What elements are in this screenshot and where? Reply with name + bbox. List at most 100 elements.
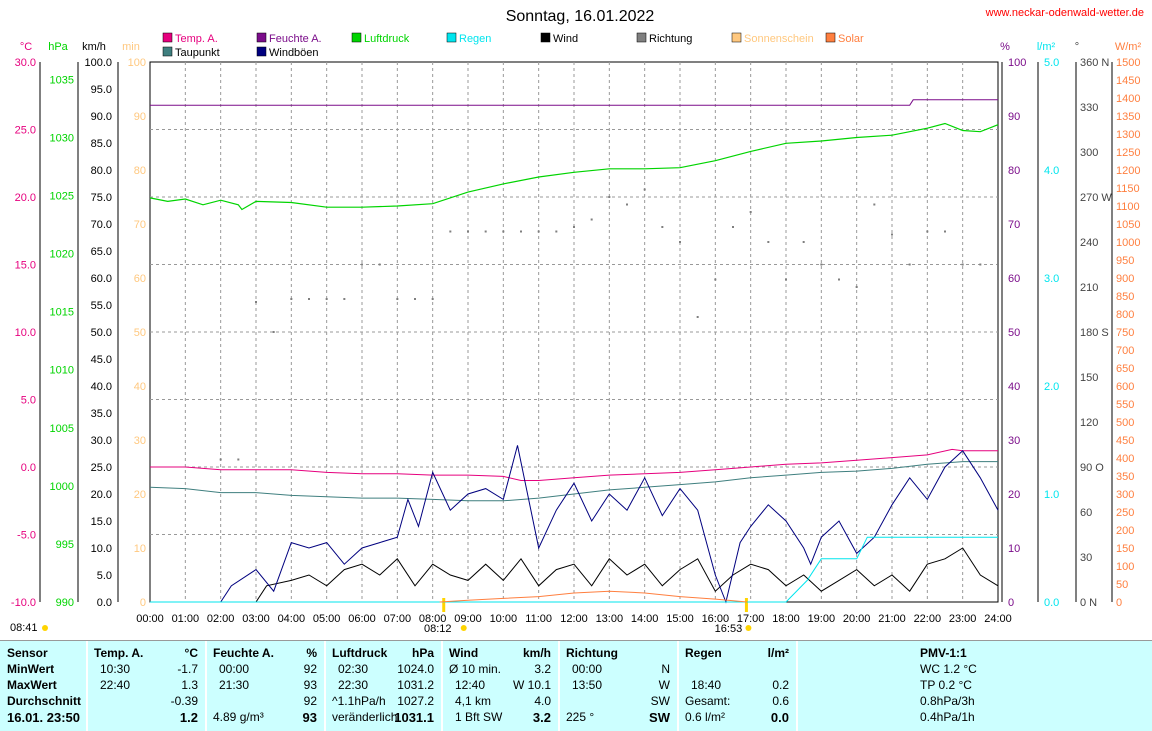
humidity-unit-label: % bbox=[1000, 41, 1010, 53]
legend-swatch bbox=[351, 32, 362, 43]
legend-swatch bbox=[256, 32, 267, 43]
time-tick-label: 06:00 bbox=[348, 613, 376, 625]
series-line-temp-a bbox=[150, 448, 998, 481]
direction-point bbox=[873, 203, 876, 206]
direction-point bbox=[272, 331, 275, 333]
stats-pmv-windchill: WC 1.2 °C bbox=[920, 662, 977, 676]
humidity-tick-label: 10 bbox=[1008, 543, 1020, 555]
stats-hum-current: 93 bbox=[302, 710, 317, 725]
time-tick-label: 14:00 bbox=[631, 613, 659, 625]
direction-tick-label: 120 bbox=[1080, 417, 1098, 429]
stats-header-pressure: Luftdruck bbox=[332, 646, 388, 660]
solar-tick-label: 1150 bbox=[1116, 183, 1140, 195]
direction-tick-label: 270 W bbox=[1080, 192, 1112, 204]
time-tick-label: 15:00 bbox=[666, 613, 694, 625]
wind-tick-label: 60.0 bbox=[91, 273, 112, 285]
wind-tick-label: 15.0 bbox=[91, 516, 112, 528]
stats-header-temp: Temp. A. bbox=[94, 646, 144, 660]
solar-tick-label: 50 bbox=[1116, 579, 1128, 591]
wind-tick-label: 65.0 bbox=[91, 246, 112, 258]
sunrise-time: 08:12 bbox=[424, 623, 452, 635]
pressure-tick-label: 990 bbox=[56, 597, 74, 609]
solar-tick-label: 1300 bbox=[1116, 129, 1140, 141]
legend-swatch bbox=[256, 46, 267, 57]
time-tick-label: 11:00 bbox=[525, 613, 552, 625]
wind-unit-label: km/h bbox=[82, 41, 106, 53]
temp-tick-label: -10.0 bbox=[11, 597, 36, 609]
humidity-tick-label: 80 bbox=[1008, 165, 1020, 177]
temp-tick-label: 20.0 bbox=[15, 192, 36, 204]
stats-label-current: 16.01. 23:50 bbox=[7, 710, 81, 725]
stats-label-avg: Durchschnitt bbox=[7, 694, 82, 708]
pressure-tick-label: 1020 bbox=[50, 249, 74, 261]
stats-temp-max: 1.3 bbox=[181, 678, 198, 692]
legend-label: Richtung bbox=[649, 33, 692, 45]
direction-tick-label: 240 bbox=[1080, 237, 1098, 249]
stats-hum-min: 92 bbox=[303, 662, 317, 676]
sunrise-icon bbox=[460, 625, 467, 631]
series-line-taupunkt bbox=[149, 461, 998, 502]
direction-point bbox=[732, 226, 734, 228]
stats-temp-current: 1.2 bbox=[179, 710, 198, 725]
rain-tick-label: 1.0 bbox=[1044, 489, 1059, 501]
temp-tick-label: 15.0 bbox=[15, 260, 36, 272]
direction-tick-label: 150 bbox=[1080, 372, 1098, 384]
temp-tick-label: -5.0 bbox=[17, 530, 36, 542]
stats-dir-min: N bbox=[661, 662, 670, 676]
time-tick-label: 09:00 bbox=[454, 613, 482, 625]
direction-point bbox=[626, 203, 628, 206]
sun-tick-label: 10 bbox=[134, 543, 146, 555]
direction-point bbox=[590, 218, 593, 221]
stats-hum-avg: 92 bbox=[303, 694, 317, 708]
stats-wind-max: W 10.1 bbox=[512, 678, 551, 692]
direction-point bbox=[714, 278, 717, 281]
direction-tick-label: 30 bbox=[1080, 552, 1092, 564]
time-tick-label: 02:00 bbox=[207, 613, 235, 625]
direction-point bbox=[802, 241, 805, 243]
sun-unit-label: min bbox=[122, 41, 140, 53]
direction-point bbox=[908, 263, 911, 266]
solar-tick-label: 200 bbox=[1116, 525, 1134, 537]
direction-tick-label: 330 bbox=[1080, 102, 1098, 114]
direction-point bbox=[785, 278, 787, 281]
stats-wind-avg: 4.0 bbox=[534, 694, 551, 708]
legend-label: Regen bbox=[459, 33, 491, 45]
direction-point bbox=[431, 298, 434, 300]
legend-swatch bbox=[162, 46, 173, 57]
stats-wind-bft: 1 Bft SW bbox=[455, 710, 503, 724]
pressure-tick-label: 1010 bbox=[50, 365, 74, 377]
legend-swatch bbox=[636, 32, 647, 43]
stats-press-trend: ^1.1hPa/h bbox=[332, 694, 386, 708]
stats-hum-max-time: 21:30 bbox=[219, 678, 250, 692]
chart-legend: Temp. A. Feuchte A. Luftdruck Regen Wind Rich… bbox=[162, 32, 864, 59]
stats-dir-avg: SW bbox=[650, 694, 670, 708]
stats-dir-min-time: 00:00 bbox=[572, 662, 603, 676]
solar-tick-label: 1000 bbox=[1116, 237, 1140, 249]
time-tick-label: 03:00 bbox=[242, 613, 270, 625]
time-tick-label: 05:00 bbox=[313, 613, 341, 625]
direction-point bbox=[944, 230, 946, 233]
time-tick-label: 24:00 bbox=[984, 613, 1012, 625]
direction-point bbox=[290, 298, 293, 300]
solar-tick-label: 450 bbox=[1116, 435, 1134, 447]
website-link[interactable]: www.neckar-odenwald-wetter.de bbox=[985, 7, 1144, 19]
direction-point bbox=[855, 286, 858, 288]
time-tick-label: 13:00 bbox=[596, 613, 624, 625]
direction-point bbox=[484, 230, 487, 233]
direction-point bbox=[767, 241, 770, 243]
stats-press-forecast: veränderlich bbox=[332, 710, 398, 724]
solar-tick-label: 850 bbox=[1116, 291, 1134, 303]
solar-tick-label: 300 bbox=[1116, 489, 1134, 501]
sun-tick-label: 80 bbox=[134, 165, 146, 177]
temp-tick-label: 25.0 bbox=[15, 125, 36, 137]
wind-tick-label: 80.0 bbox=[91, 165, 112, 177]
legend-swatch bbox=[162, 32, 173, 43]
stats-header-sensor: Sensor bbox=[7, 646, 48, 660]
stats-unit-rain: l/m² bbox=[767, 646, 789, 660]
wind-tick-label: 90.0 bbox=[91, 111, 112, 123]
legend-label: Luftdruck bbox=[364, 33, 410, 45]
wind-tick-label: 25.0 bbox=[91, 462, 112, 474]
wind-tick-label: 5.0 bbox=[97, 570, 112, 582]
stats-temp-max-time: 22:40 bbox=[100, 678, 131, 692]
wind-tick-label: 30.0 bbox=[91, 435, 112, 447]
